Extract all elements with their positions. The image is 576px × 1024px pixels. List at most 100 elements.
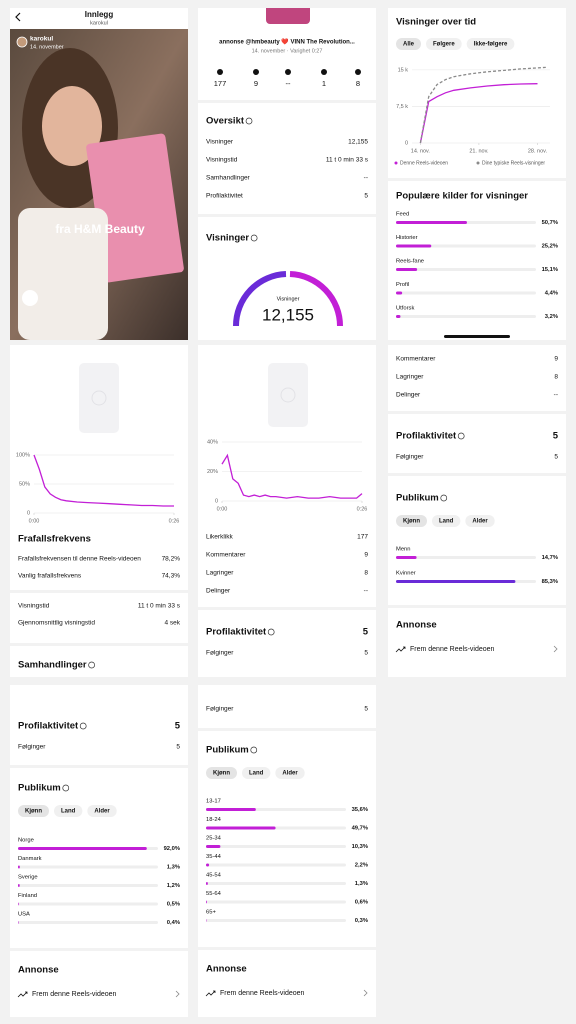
- stat-value: 177: [214, 79, 227, 88]
- filter-chip[interactable]: [206, 767, 237, 779]
- bar: [18, 865, 20, 869]
- section-title: Publikum: [18, 783, 61, 794]
- section-value: 5: [175, 721, 181, 732]
- filter-chip[interactable]: [396, 38, 422, 50]
- filter-chip-label[interactable]: Alder: [472, 519, 488, 525]
- bar-value: 1,3%: [355, 881, 368, 887]
- filter-chip[interactable]: [465, 515, 495, 527]
- filter-chip-label[interactable]: Land: [249, 771, 264, 777]
- bar-label: 35-44: [206, 854, 222, 860]
- y-tick-label: 15 k: [398, 67, 409, 73]
- filter-chip-label[interactable]: Land: [439, 519, 454, 525]
- product-box: [86, 133, 184, 283]
- bar-track: [396, 315, 536, 318]
- bar-track: [18, 921, 158, 924]
- filter-chip[interactable]: [432, 515, 461, 527]
- x-tick-label: 14. nov.: [411, 148, 431, 154]
- stat-icon: [321, 69, 327, 75]
- username: karokul: [30, 36, 53, 43]
- bar-label: Menn: [396, 547, 411, 553]
- stat-icon: [253, 69, 259, 75]
- filter-chip-label[interactable]: Følgere: [433, 42, 455, 48]
- bar-value: 35,6%: [352, 807, 368, 813]
- row-value: 8: [364, 570, 368, 577]
- filter-chip[interactable]: [466, 38, 515, 50]
- divider: [388, 178, 566, 181]
- y-tick-label: 0: [215, 498, 218, 504]
- bar-label: Feed: [396, 212, 409, 218]
- bar-track: [206, 845, 346, 848]
- line-series: [221, 453, 363, 499]
- divider: [10, 590, 188, 593]
- row-value: 5: [176, 744, 180, 751]
- divider: [198, 728, 376, 731]
- row-label: Vanlig frafallsfrekvens: [18, 573, 82, 580]
- promote-link[interactable]: Frem denne Reels-videoen: [220, 990, 305, 997]
- filter-chip-label[interactable]: Land: [61, 809, 76, 815]
- header-title: Innlegg: [85, 10, 114, 19]
- bar-track: [206, 900, 346, 904]
- info-icon: [62, 784, 70, 792]
- y-tick-label: 40%: [207, 439, 218, 445]
- y-tick-label: 20%: [207, 469, 218, 475]
- trend-icon: [205, 990, 216, 997]
- bar: [18, 902, 19, 906]
- section-title: Frafallsfrekvens: [18, 534, 91, 545]
- filter-chip-label[interactable]: Ikke-følgere: [474, 42, 508, 48]
- bar: [206, 826, 276, 830]
- row-label: Delinger: [206, 588, 231, 595]
- bar: [206, 863, 210, 867]
- row-label: Visninger: [206, 139, 234, 146]
- legend-label: Denne Reels-videoen: [400, 160, 448, 166]
- info-icon: [440, 494, 448, 502]
- line-series: [419, 66, 546, 144]
- divider: [388, 473, 566, 476]
- filter-chip[interactable]: [426, 38, 462, 50]
- filter-chip-label[interactable]: Alder: [282, 771, 298, 777]
- section-value: 5: [363, 627, 369, 638]
- avatar: [16, 36, 28, 48]
- panel: 40% 20% 0 0:00 0:26 Likerklikk 177 Kommentarer 9…: [198, 345, 376, 677]
- info-icon: [267, 628, 275, 636]
- filter-chip-label[interactable]: Kjønn: [25, 809, 42, 815]
- row-label: Gjennomsnittlig visningstid: [18, 620, 95, 627]
- filter-chip[interactable]: [275, 767, 305, 779]
- bar: [18, 847, 147, 850]
- filter-chip[interactable]: [242, 767, 271, 779]
- filter-chip[interactable]: [18, 805, 49, 817]
- filter-chip-label[interactable]: Alder: [94, 809, 110, 815]
- bar: [206, 900, 207, 904]
- filter-chip-label[interactable]: Alle: [403, 42, 415, 48]
- filter-chip[interactable]: [396, 515, 427, 527]
- row-label: Likerklikk: [206, 534, 233, 541]
- filter-chip-label[interactable]: Kjønn: [403, 519, 420, 525]
- bar-value: 1,3%: [167, 865, 180, 871]
- bar: [396, 556, 417, 559]
- divider: [388, 605, 566, 608]
- section-title: Annonse: [396, 620, 437, 631]
- filter-chip-label[interactable]: Kjønn: [213, 771, 230, 777]
- filter-chip[interactable]: [54, 805, 83, 817]
- row-label: Kommentarer: [396, 356, 436, 363]
- promote-link[interactable]: Frem denne Reels-videoen: [32, 991, 117, 998]
- back-icon[interactable]: [15, 12, 21, 22]
- row-value: 177: [357, 534, 368, 541]
- row-label: Visningstid: [18, 603, 50, 610]
- row-value: 5: [364, 193, 368, 200]
- panel: Visninger over tid Alle Følgere Ikke-følger…: [388, 8, 566, 340]
- bar-label: 45-54: [206, 873, 222, 879]
- info-icon: [245, 117, 253, 125]
- divider: [198, 607, 376, 610]
- row-label: Profilaktivitet: [206, 193, 243, 200]
- row-value: 9: [364, 552, 368, 559]
- promote-link[interactable]: Frem denne Reels-videoen: [410, 646, 495, 653]
- divider: [10, 643, 188, 646]
- stat-icon: [355, 69, 361, 75]
- row-value: 4 sek: [164, 620, 180, 627]
- row-label: Lagringer: [396, 374, 424, 381]
- video-placeholder: [268, 363, 308, 427]
- filter-chip[interactable]: [87, 805, 117, 817]
- bar-label: USA: [18, 912, 30, 918]
- x-tick-label: 0:00: [29, 518, 40, 524]
